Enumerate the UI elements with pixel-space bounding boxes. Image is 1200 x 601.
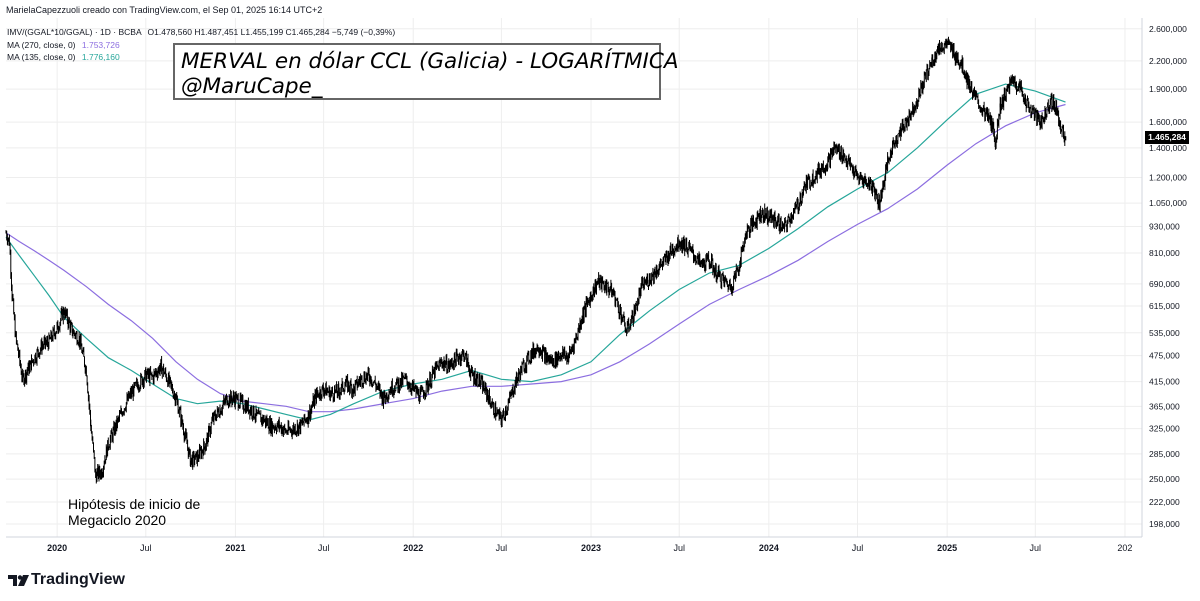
ma270-line-layer [5, 103, 1066, 413]
ma135-label: MA (135, close, 0) [7, 52, 76, 62]
chart-grid [6, 18, 1142, 537]
candles-layer [5, 36, 1067, 484]
price-tick-label: 1.600,000 [1149, 117, 1187, 127]
price-tick-label: 535,000 [1149, 328, 1180, 338]
time-tick-label: Jul [1030, 543, 1042, 553]
time-tick-label: 2022 [403, 543, 423, 553]
chart-annotation[interactable]: Hipótesis de inicio de Megaciclo 2020 [68, 496, 200, 528]
last-price-label: 1.465,284 [1145, 131, 1189, 144]
price-tick-label: 615,000 [1149, 301, 1180, 311]
price-tick-label: 690,000 [1149, 279, 1180, 289]
ma135-value: 1.776,160 [81, 52, 120, 62]
price-tick-label: 1.400,000 [1149, 143, 1187, 153]
ma270-line [5, 103, 1066, 413]
price-tick-label: 930,000 [1149, 221, 1180, 231]
price-tick-label: 198,000 [1149, 519, 1180, 529]
author-handle: @MaruCape_ [181, 74, 323, 99]
price-tick-label: 365,000 [1149, 401, 1180, 411]
ohlc-values: O1.478,560 H1.487,451 L1.455,199 C1.465,… [147, 27, 396, 37]
ma270-label: MA (270, close, 0) [7, 40, 76, 50]
chart-caption: MarielaCapezzuoli creado con TradingView… [6, 5, 323, 15]
price-tick-label: 325,000 [1149, 424, 1180, 434]
tradingview-logo-icon[interactable] [8, 571, 30, 589]
price-tick-label: 250,000 [1149, 474, 1180, 484]
price-tick-label: 222,000 [1149, 497, 1180, 507]
title-box[interactable]: MERVAL en dólar CCL (Galicia) - LOGARÍTM… [173, 43, 679, 100]
price-tick-label: 2.600,000 [1149, 24, 1187, 34]
price-tick-label: 285,000 [1149, 449, 1180, 459]
ma270-legend[interactable]: MA (270, close, 0) 1.753,726 [7, 40, 120, 50]
annotation-line-1: Hipótesis de inicio de [68, 496, 201, 512]
time-tick-label: Jul [140, 543, 152, 553]
price-tick-label: 475,000 [1149, 351, 1180, 361]
price-tick-label: 1.200,000 [1149, 172, 1187, 182]
time-tick-label: 2023 [581, 543, 601, 553]
price-tick-label: 415,000 [1149, 377, 1180, 387]
price-tick-label: 2.200,000 [1149, 56, 1187, 66]
price-axis: 2.600,000 2.200,000 1.900,000 1.600,000 1.40… [1149, 24, 1187, 529]
time-tick-label: 2021 [225, 543, 245, 553]
symbol-name: IMV/(GGAL*10/GGAL) · 1D · BCBA [7, 27, 142, 37]
ma135-legend[interactable]: MA (135, close, 0) 1.776,160 [7, 52, 120, 62]
time-tick-label: 2025 [937, 543, 957, 553]
annotation-line-2: Megaciclo 2020 [68, 512, 167, 528]
time-tick-label: 2024 [759, 543, 779, 553]
price-tick-label: 1.050,000 [1149, 198, 1187, 208]
price-tick-label: 1.900,000 [1149, 84, 1187, 94]
time-tick-label: 202 [1117, 543, 1132, 553]
symbol-legend[interactable]: IMV/(GGAL*10/GGAL) · 1D · BCBA O1.478,56… [7, 27, 395, 37]
time-tick-label: Jul [496, 543, 508, 553]
time-tick-label: Jul [673, 543, 685, 553]
time-tick-label: 2020 [47, 543, 67, 553]
price-tick-label: 810,000 [1149, 248, 1180, 258]
time-tick-label: Jul [852, 543, 864, 553]
time-tick-label: Jul [318, 543, 330, 553]
time-axis: 2020 Jul 2021 Jul 2022 Jul 2023 Jul 2024 Jul 2025 J… [47, 543, 1132, 553]
ma270-value: 1.753,726 [81, 40, 120, 50]
chart-title: MERVAL en dólar CCL (Galicia) - LOGARÍTM… [181, 49, 679, 74]
tradingview-brand[interactable]: TradingView [31, 571, 125, 588]
